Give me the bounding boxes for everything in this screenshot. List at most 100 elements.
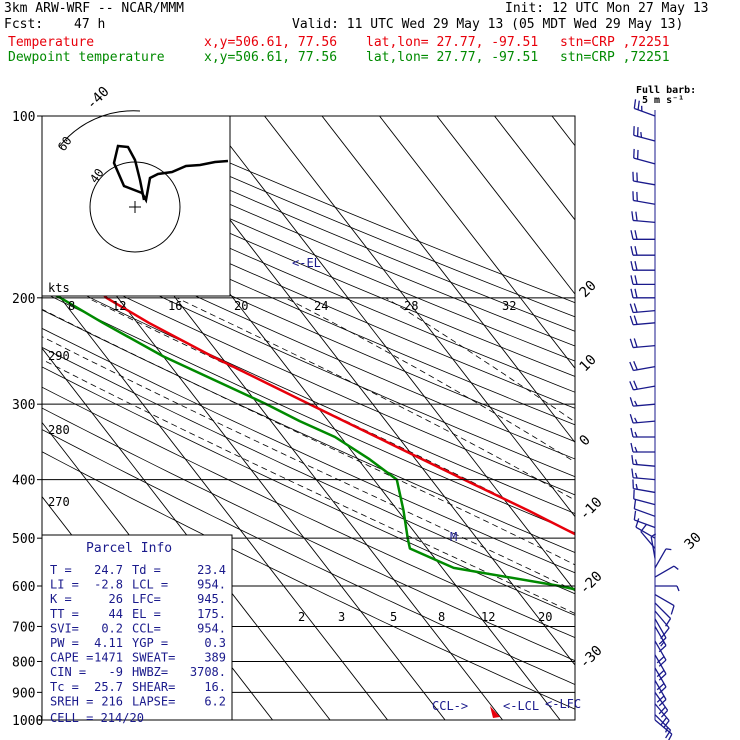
parcel-info-value: -2.8 <box>94 578 123 592</box>
isotherm <box>206 116 575 592</box>
wind-barb-staff <box>634 107 656 117</box>
parcel-info-value: -9 <box>109 665 123 679</box>
isotherm <box>379 116 575 369</box>
pressure-label: 1000 <box>12 714 43 729</box>
theta-e-label: 280 <box>48 423 70 437</box>
parcel-info-value: 945. <box>197 592 226 606</box>
wind-barb-staff <box>633 180 656 186</box>
parcel-info-label: T = <box>50 563 72 577</box>
wind-barb-feather <box>629 303 634 313</box>
dry-adiabat <box>42 309 575 554</box>
isotherm-label: -30 <box>577 643 606 672</box>
isotherm-label: 30 <box>682 530 705 553</box>
temperature-station: stn=CRP ,72251 <box>560 35 670 50</box>
parcel-info-label: SWEAT= <box>132 651 175 665</box>
wind-barb-staff <box>654 719 673 735</box>
parcel-info-value: 4.11 <box>94 636 123 650</box>
pressure-label: 300 <box>12 398 35 413</box>
hodograph-speed-label: 20 <box>234 299 248 313</box>
wind-barb-feather <box>629 315 634 325</box>
wind-barb-feather <box>629 397 634 407</box>
wind-barb-staff <box>654 548 667 569</box>
parcel-info-value: 44 <box>109 607 123 621</box>
dry-adiabat <box>42 192 575 426</box>
parcel-info-value: 6.2 <box>204 694 226 708</box>
isotherm <box>264 116 575 518</box>
parcel-info-label: CCL= <box>132 621 161 635</box>
wind-barb-feather <box>670 605 675 615</box>
hodograph-units: kts <box>48 281 70 295</box>
surface-marker <box>490 706 500 718</box>
moist-adiabat <box>285 297 575 463</box>
moist-adiabat <box>42 308 575 566</box>
forecast-hour: 47 h <box>74 17 106 32</box>
parcel-info-value: 175. <box>197 607 226 621</box>
pressure-label: 800 <box>12 655 35 670</box>
mixing-ratio-label: 2 <box>298 610 305 624</box>
wind-barb-feather <box>630 288 634 298</box>
pressure-label: 600 <box>12 580 35 595</box>
wind-barb-feather <box>660 709 669 718</box>
parcel-info-label: PW = <box>50 636 79 650</box>
pressure-label: 100 <box>12 110 35 125</box>
parcel-info-label: SHEAR= <box>132 680 175 694</box>
parcel-info-value: 216 <box>101 694 123 708</box>
wind-barb-feather <box>629 361 634 371</box>
dry-adiabat <box>42 256 575 496</box>
wind-barb-feather <box>660 641 665 647</box>
hodograph-speed-label: 28 <box>404 299 418 313</box>
dry-adiabat <box>42 177 575 409</box>
ccl-annotation: CCL-> <box>432 699 468 713</box>
parcel-info-label: SVI= <box>50 621 79 635</box>
parcel-info-value: 1471 <box>94 651 123 665</box>
parcel-info-value: 26 <box>109 592 123 606</box>
parcel-info-value: 954. <box>197 578 226 592</box>
wind-barb-feather <box>633 303 638 313</box>
hodograph <box>41 110 231 297</box>
parcel-info-label: HWBZ= <box>132 665 168 679</box>
parcel-info-value: 954. <box>197 621 226 635</box>
isotherm <box>610 116 740 720</box>
barb-legend: 5 m s⁻¹ <box>642 95 684 106</box>
hodograph-speed-label: 12 <box>112 299 126 313</box>
pressure-label: 500 <box>12 532 35 547</box>
wind-barb-feather <box>631 211 634 221</box>
wind-barb-feather <box>631 455 634 465</box>
isotherm-label: -10 <box>577 494 606 523</box>
wind-barb-feather <box>633 380 638 390</box>
wind-barb-feather <box>631 468 634 478</box>
parcel-info-label: SREH = <box>50 694 93 708</box>
mixing-ratio-line <box>667 586 740 720</box>
hodograph-trace <box>112 144 229 204</box>
wind-barb-feather <box>634 230 638 240</box>
wind-barb-staff <box>634 508 656 517</box>
dry-adiabat <box>42 208 575 443</box>
mixing-ratio-line <box>600 586 740 720</box>
parcel-info-value: 0.2 <box>101 621 123 635</box>
wind-barb-feather <box>633 510 637 521</box>
wind-barb-feather <box>658 706 666 715</box>
theta-e-label: 270 <box>48 495 70 509</box>
wind-barb-feather <box>634 459 638 465</box>
parcel-info-value: 25.7 <box>94 680 123 694</box>
wind-barb-staff <box>633 219 656 224</box>
wind-barb-feather <box>658 673 667 681</box>
wind-barb-staff <box>654 703 670 722</box>
wind-barb-staff <box>654 610 670 629</box>
parcel-info-value: 24.7 <box>94 563 123 577</box>
wind-barb-staff <box>633 199 656 205</box>
wind-barb-feather <box>633 338 638 348</box>
wind-barb-feather <box>658 686 667 694</box>
lcl-annotation: <-LCL <box>503 699 539 713</box>
parcel-info-box <box>41 534 233 721</box>
barb-legend: Full barb: <box>636 85 696 96</box>
wind-barb-feather <box>673 565 679 570</box>
parcel-info-label: Td = <box>132 563 161 577</box>
dry-adiabat <box>42 366 575 616</box>
wind-barb-staff <box>654 691 669 711</box>
wind-barb-staff <box>654 565 675 578</box>
wind-barb-feather <box>630 261 634 271</box>
dry-adiabat <box>42 224 575 460</box>
isotherm-label: -20 <box>577 568 606 597</box>
